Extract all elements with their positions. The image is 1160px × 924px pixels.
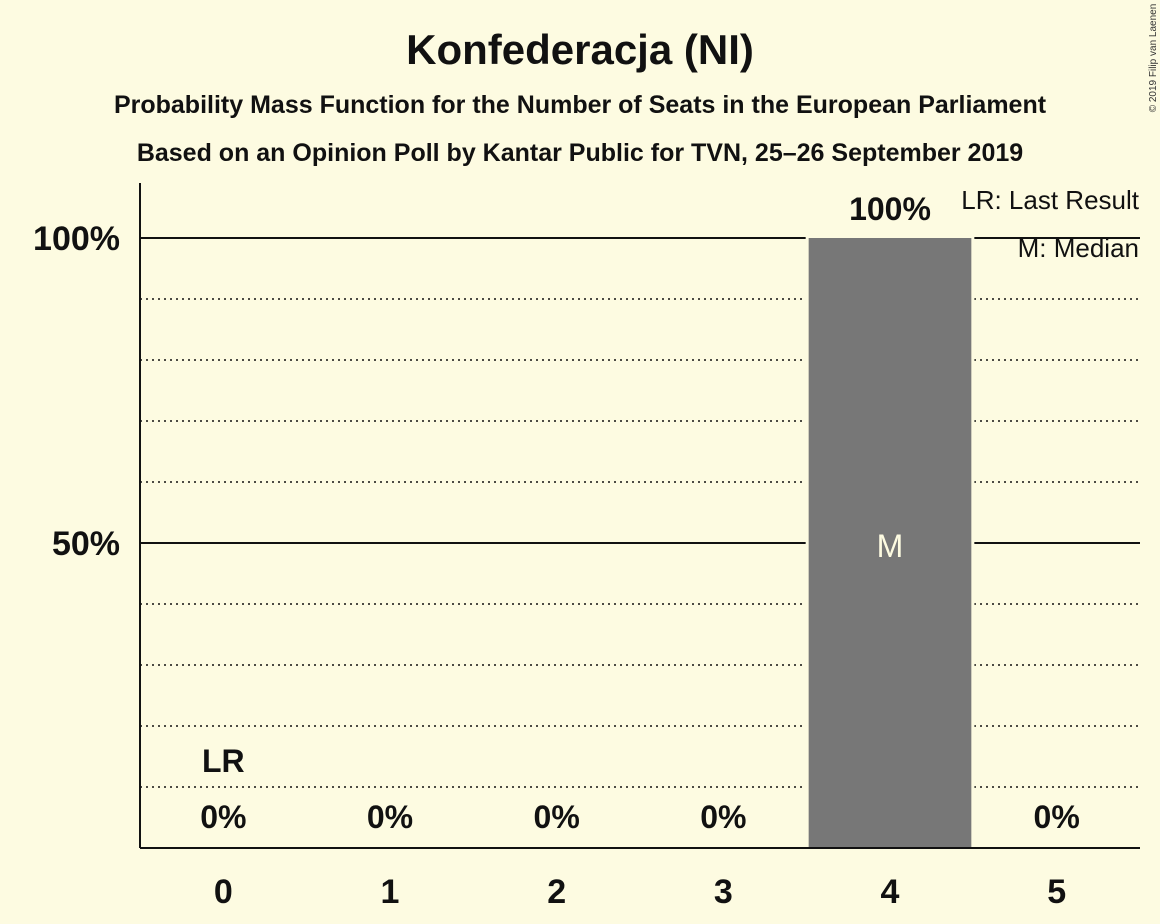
bar-value-label: 0% <box>200 799 246 835</box>
x-tick-label: 1 <box>381 873 400 911</box>
chart-subtitle-line-2: Based on an Opinion Poll by Kantar Publi… <box>137 139 1023 167</box>
median-marker: M <box>877 528 904 564</box>
y-tick-label: 50% <box>52 525 120 563</box>
x-tick-label: 0 <box>214 873 233 911</box>
bars <box>805 235 975 848</box>
y-tick-label: 100% <box>33 220 120 258</box>
x-tick-label: 2 <box>547 873 566 911</box>
last-result-marker: LR <box>202 743 245 779</box>
labels: 50%100%0 1 2 3 4 50% 0% 0% 0%100%0%LRM <box>33 191 1080 911</box>
axes <box>139 183 1140 849</box>
legend-last-result: LR: Last Result <box>961 185 1140 215</box>
chart-title: Konfederacja (NI) <box>406 26 754 73</box>
bar-value-label: 0% <box>534 799 580 835</box>
chart-subtitle-line-1: Probability Mass Function for the Number… <box>114 91 1047 119</box>
bar <box>808 238 972 848</box>
x-tick-label: 4 <box>881 873 900 911</box>
bar-value-label: 0% <box>1034 799 1080 835</box>
bar-value-label: 0% <box>700 799 746 835</box>
bar-value-label: 0% <box>367 799 413 835</box>
x-tick-label: 3 <box>714 873 733 911</box>
gridlines <box>140 237 1140 788</box>
bar-value-label: 100% <box>849 191 931 227</box>
x-tick-label: 5 <box>1047 873 1066 911</box>
copyright-text: © 2019 Filip van Laenen <box>1148 4 1159 113</box>
legend-median: M: Median <box>1018 233 1139 263</box>
